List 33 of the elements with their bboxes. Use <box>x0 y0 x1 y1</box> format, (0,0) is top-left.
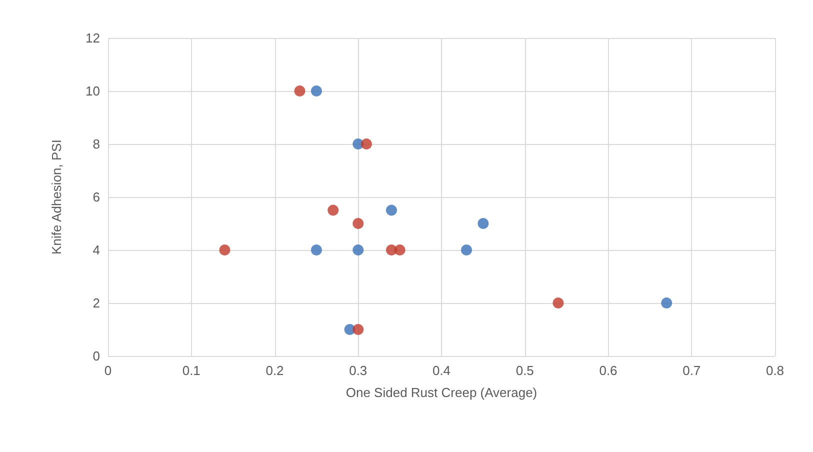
point <box>352 244 364 256</box>
point <box>294 86 306 96</box>
y-tick-label: 12 <box>86 30 100 46</box>
point <box>394 244 406 256</box>
x-tick-label: 0 <box>104 363 112 378</box>
point <box>661 298 672 308</box>
y-tick-label: 6 <box>92 190 100 204</box>
point <box>461 244 472 256</box>
y-tick-label: 0 <box>92 348 100 364</box>
x-axis-title: One Sided Rust Creep (Average) <box>346 385 538 400</box>
x-tick-label: 0.2 <box>266 363 284 378</box>
point <box>352 218 364 229</box>
y-tick-label: 8 <box>92 136 100 152</box>
x-tick-label: 0.4 <box>432 363 451 378</box>
x-tick-label: 0.1 <box>182 363 200 378</box>
point <box>552 298 564 308</box>
y-tick-label: 10 <box>86 84 100 98</box>
point <box>386 204 397 216</box>
point <box>328 204 339 216</box>
point <box>310 86 322 96</box>
x-tick-label: 0.8 <box>766 363 784 378</box>
x-tick-label: 0.3 <box>349 363 368 378</box>
point <box>219 244 230 256</box>
point <box>352 324 364 335</box>
x-tick-label: 0.5 <box>516 363 534 378</box>
x-tick-label: 0.6 <box>599 363 618 378</box>
point <box>478 218 489 229</box>
point <box>360 138 372 150</box>
point <box>310 244 322 256</box>
y-axis-title: Knife Adhesion, PSI <box>49 140 64 254</box>
y-tick-label: 4 <box>92 242 100 258</box>
y-tick-label: 2 <box>92 296 100 310</box>
x-tick-label: 0.7 <box>682 363 701 378</box>
